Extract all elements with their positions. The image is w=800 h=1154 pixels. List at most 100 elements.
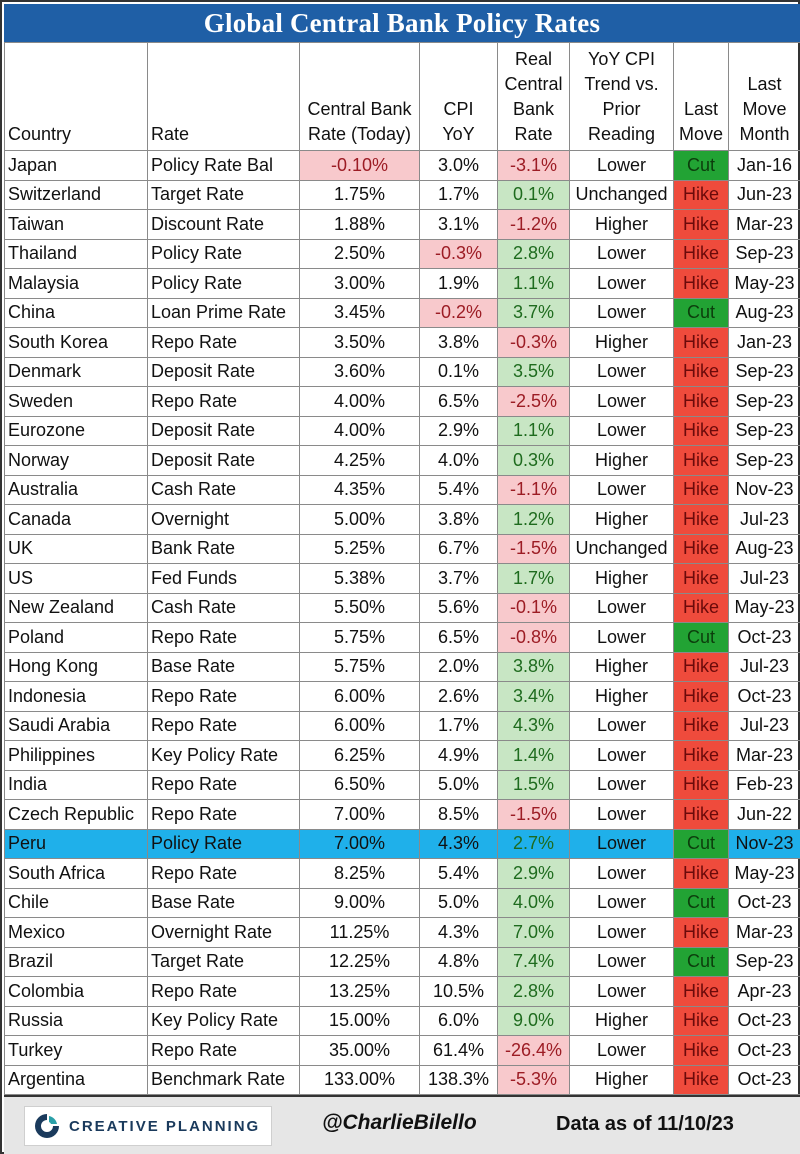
cell-central-bank-rate: 35.00% xyxy=(299,1035,420,1066)
cell-last-move-month: Jan-23 xyxy=(728,327,800,358)
cell-country: Argentina xyxy=(4,1064,148,1095)
cell-last-move: Hike xyxy=(673,445,729,476)
cell-last-move-month: Jul-23 xyxy=(728,504,800,535)
column-header-central-bank-rate: Central Bank Rate (Today) xyxy=(299,42,420,151)
cell-country: Indonesia xyxy=(4,681,148,712)
cell-cpi-yoy: 2.9% xyxy=(419,415,498,446)
cell-cpi-yoy: 4.9% xyxy=(419,740,498,771)
cell-real-rate: -2.5% xyxy=(497,386,570,417)
column-header-rate: Rate xyxy=(147,42,300,151)
cell-cpi-trend: Lower xyxy=(569,799,674,830)
cell-rate: Repo Rate xyxy=(147,976,300,1007)
cell-real-rate: 3.4% xyxy=(497,681,570,712)
cell-rate: Overnight xyxy=(147,504,300,535)
cell-cpi-yoy: 1.7% xyxy=(419,179,498,210)
cell-central-bank-rate: 5.25% xyxy=(299,533,420,564)
cell-cpi-yoy: 6.7% xyxy=(419,533,498,564)
brand-logo-icon xyxy=(35,1114,59,1138)
cell-last-move: Hike xyxy=(673,386,729,417)
cell-central-bank-rate: 133.00% xyxy=(299,1064,420,1095)
cell-country: Saudi Arabia xyxy=(4,710,148,741)
table-row: Colombia Repo Rate 13.25% 10.5% 2.8% Lower Hik… xyxy=(4,976,800,1007)
cell-last-move-month: Sep-23 xyxy=(728,238,800,269)
cell-last-move-month: Nov-23 xyxy=(728,474,800,505)
cell-real-rate: 0.3% xyxy=(497,445,570,476)
cell-central-bank-rate: 6.00% xyxy=(299,710,420,741)
table-row: Taiwan Discount Rate 1.88% 3.1% -1.2% Higher H… xyxy=(4,209,800,240)
cell-central-bank-rate: 5.50% xyxy=(299,592,420,623)
table-row: Denmark Deposit Rate 3.60% 0.1% 3.5% Lower Hik… xyxy=(4,356,800,387)
cell-last-move: Hike xyxy=(673,1064,729,1095)
cell-last-move: Hike xyxy=(673,651,729,682)
cell-last-move-month: Oct-23 xyxy=(728,1005,800,1036)
cell-cpi-yoy: 5.0% xyxy=(419,887,498,918)
cell-cpi-yoy: 3.8% xyxy=(419,327,498,358)
cell-central-bank-rate: 5.38% xyxy=(299,563,420,594)
cell-cpi-yoy: 61.4% xyxy=(419,1035,498,1066)
cell-country: Malaysia xyxy=(4,268,148,299)
cell-last-move: Cut xyxy=(673,887,729,918)
cell-country: Switzerland xyxy=(4,179,148,210)
cell-rate: Repo Rate xyxy=(147,327,300,358)
cell-cpi-trend: Higher xyxy=(569,327,674,358)
cell-last-move: Hike xyxy=(673,799,729,830)
cell-cpi-trend: Lower xyxy=(569,858,674,889)
column-header-line: Reading xyxy=(587,124,656,144)
cell-rate: Repo Rate xyxy=(147,681,300,712)
cell-country: Philippines xyxy=(4,740,148,771)
cell-last-move-month: May-23 xyxy=(728,592,800,623)
cell-central-bank-rate: 5.75% xyxy=(299,651,420,682)
cell-last-move: Hike xyxy=(673,1035,729,1066)
cell-cpi-trend: Higher xyxy=(569,1005,674,1036)
cell-real-rate: 7.4% xyxy=(497,946,570,977)
cell-country: Peru xyxy=(4,828,148,859)
cell-real-rate: -0.8% xyxy=(497,622,570,653)
column-header-line: Prior xyxy=(602,99,641,119)
column-header-cpi-trend: YoY CPI Trend vs. Prior Reading xyxy=(569,42,674,151)
cell-cpi-yoy: 6.5% xyxy=(419,622,498,653)
cell-cpi-trend: Lower xyxy=(569,740,674,771)
cell-last-move: Hike xyxy=(673,592,729,623)
cell-last-move: Hike xyxy=(673,238,729,269)
cell-real-rate: 7.0% xyxy=(497,917,570,948)
cell-rate: Repo Rate xyxy=(147,710,300,741)
cell-last-move: Hike xyxy=(673,533,729,564)
cell-cpi-yoy: 4.0% xyxy=(419,445,498,476)
cell-country: Czech Republic xyxy=(4,799,148,830)
cell-cpi-yoy: 6.0% xyxy=(419,1005,498,1036)
cell-central-bank-rate: 7.00% xyxy=(299,828,420,859)
cell-last-move-month: Oct-23 xyxy=(728,622,800,653)
cell-last-move-month: Oct-23 xyxy=(728,1035,800,1066)
cell-cpi-trend: Lower xyxy=(569,386,674,417)
table-row: Japan Policy Rate Bal -0.10% 3.0% -3.1% Lower… xyxy=(4,150,800,181)
cell-country: UK xyxy=(4,533,148,564)
cell-cpi-trend: Higher xyxy=(569,563,674,594)
cell-real-rate: -0.1% xyxy=(497,592,570,623)
cell-cpi-trend: Higher xyxy=(569,445,674,476)
cell-last-move: Hike xyxy=(673,1005,729,1036)
cell-last-move-month: May-23 xyxy=(728,268,800,299)
column-header-last-move: Last Move xyxy=(673,42,729,151)
cell-real-rate: -0.3% xyxy=(497,327,570,358)
cell-real-rate: 9.0% xyxy=(497,1005,570,1036)
table-row: Australia Cash Rate 4.35% 5.4% -1.1% Lower Hik… xyxy=(4,474,800,505)
column-header-last-move-month: Last Move Month xyxy=(728,42,800,151)
cell-cpi-yoy: 3.7% xyxy=(419,563,498,594)
policy-rates-table: Country Rate Central Bank Rate (Today) CPI Yo… xyxy=(4,42,800,1095)
column-header-line: Central Bank xyxy=(307,99,412,119)
footer: CREATIVE PLANNING @CharlieBilello Data a… xyxy=(4,1095,800,1154)
table-row: Norway Deposit Rate 4.25% 4.0% 0.3% Higher Hik… xyxy=(4,445,800,476)
cell-country: South Korea xyxy=(4,327,148,358)
cell-last-move-month: Sep-23 xyxy=(728,386,800,417)
cell-central-bank-rate: 6.50% xyxy=(299,769,420,800)
cell-cpi-trend: Lower xyxy=(569,474,674,505)
cell-central-bank-rate: -0.10% xyxy=(299,150,420,181)
cell-real-rate: 1.7% xyxy=(497,563,570,594)
cell-last-move-month: Aug-23 xyxy=(728,533,800,564)
cell-central-bank-rate: 3.50% xyxy=(299,327,420,358)
cell-last-move-month: Feb-23 xyxy=(728,769,800,800)
cell-cpi-yoy: 5.6% xyxy=(419,592,498,623)
cell-last-move: Hike xyxy=(673,681,729,712)
cell-last-move-month: Jun-22 xyxy=(728,799,800,830)
